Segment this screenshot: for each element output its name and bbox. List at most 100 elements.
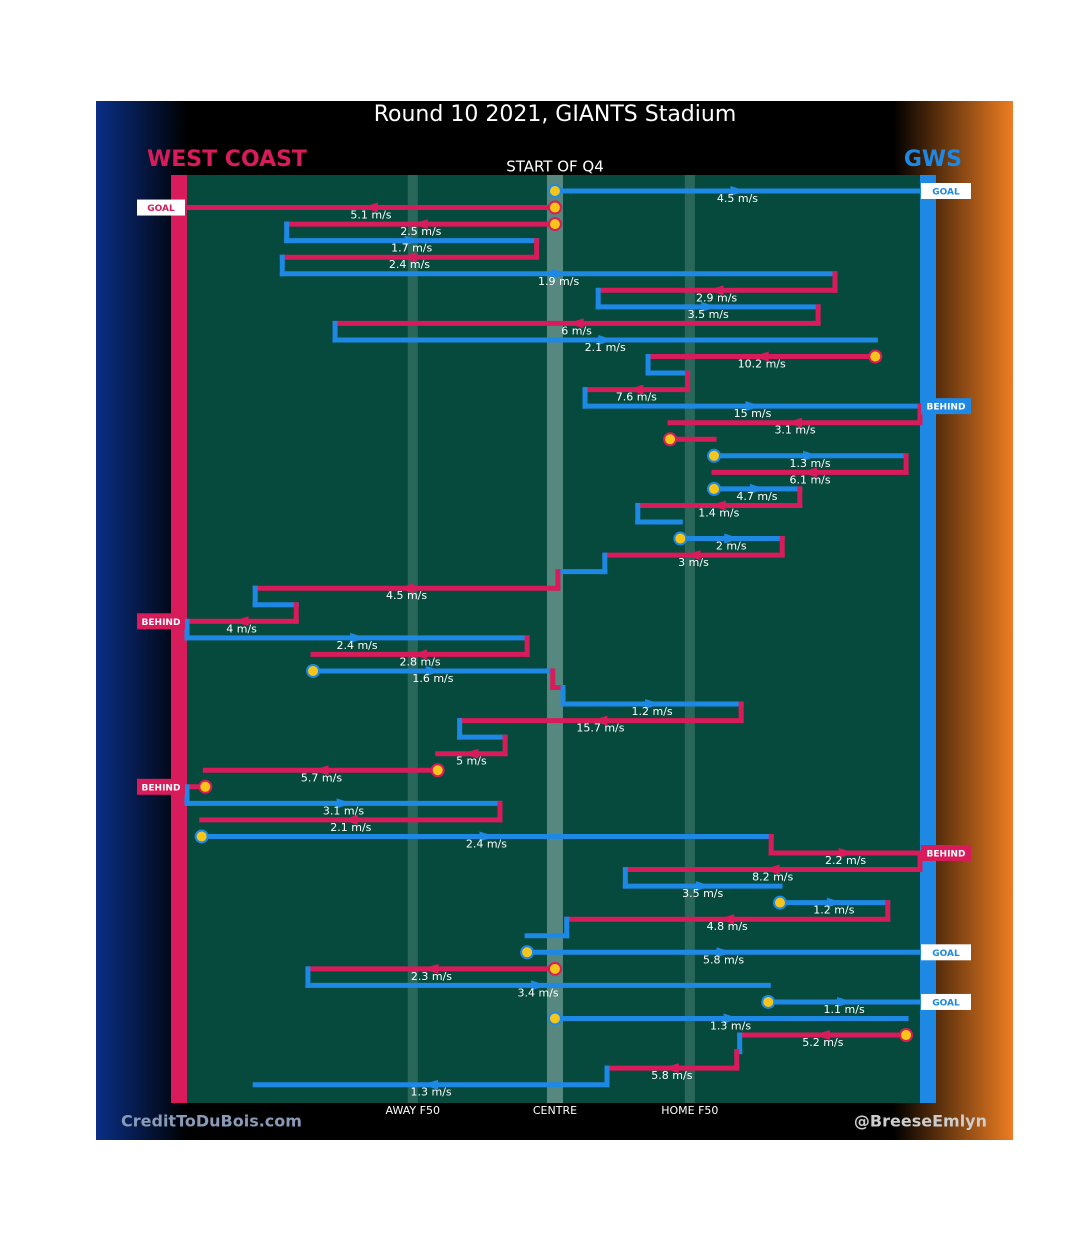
speed-label: 2.4 m/s [389, 258, 430, 271]
left-team: WEST COAST [147, 147, 307, 172]
score-box [921, 993, 971, 1010]
credit: CreditToDuBois.com [121, 1112, 302, 1131]
speed-label: 4.7 m/s [736, 490, 777, 503]
start-marker [772, 895, 787, 910]
score-box [921, 183, 971, 199]
right-team: GWS [904, 147, 962, 172]
direction-arrow [718, 914, 735, 925]
score-box [137, 613, 185, 630]
speed-label: 1.3 m/s [710, 1020, 751, 1033]
start-marker [663, 432, 678, 447]
start-marker [707, 448, 722, 463]
score-box [137, 199, 185, 216]
speed-label: 5.2 m/s [802, 1036, 843, 1049]
start-marker [547, 1011, 562, 1026]
score-label: BEHIND [927, 850, 966, 860]
score-label: BEHIND [927, 403, 966, 413]
speed-label: 2.1 m/s [585, 341, 626, 354]
score-box [137, 778, 185, 795]
direction-arrow [723, 1013, 740, 1024]
subtitle: START OF Q4 [506, 158, 604, 176]
speed-label: 2.4 m/s [336, 639, 377, 652]
speed-label: 2.1 m/s [330, 821, 371, 834]
direction-arrow [567, 318, 584, 329]
direction-arrow [312, 765, 329, 776]
direction-arrow [341, 814, 358, 825]
direction-arrow [786, 417, 803, 428]
speed-label: 6.1 m/s [789, 473, 830, 486]
speed-label: 4.5 m/s [386, 589, 427, 602]
speed-label: 5.1 m/s [350, 209, 391, 222]
speed-label: 15.7 m/s [576, 722, 624, 735]
direction-arrow [350, 632, 367, 643]
speed-label: 6 m/s [561, 324, 592, 337]
speed-label: 8.2 m/s [752, 871, 793, 884]
score-box [921, 845, 971, 861]
direction-arrow [232, 616, 249, 627]
speed-label: 7.6 m/s [616, 391, 657, 404]
direction-arrow [730, 186, 747, 196]
direction-arrow [411, 219, 428, 230]
direction-arrow [684, 550, 701, 561]
score-label: GOAL [932, 949, 960, 959]
direction-arrow [397, 583, 414, 594]
start-marker [520, 945, 535, 960]
start-marker [547, 217, 562, 232]
speed-label: 2.4 m/s [466, 837, 507, 850]
direction-arrow [627, 384, 644, 395]
speed-label: 2.5 m/s [400, 225, 441, 238]
direction-arrow [425, 665, 442, 676]
direction-arrow [801, 467, 818, 478]
start-marker [547, 200, 562, 215]
direction-arrow [591, 715, 608, 726]
direction-arrow [551, 268, 568, 279]
score-box [921, 398, 971, 415]
direction-arrow [701, 301, 718, 312]
direction-arrow [404, 235, 421, 246]
direction-arrow [361, 202, 378, 213]
credit: @BreeseEmlyn [854, 1112, 987, 1131]
direction-arrow [336, 798, 353, 809]
field-label: HOME F50 [661, 1104, 718, 1117]
speed-label: 3.1 m/s [323, 804, 364, 817]
start-marker [547, 961, 562, 976]
start-marker [306, 663, 321, 678]
speed-label: 1.9 m/s [538, 275, 579, 288]
speed-label: 15 m/s [734, 407, 772, 420]
speed-label: 1.6 m/s [412, 672, 453, 685]
speed-label: 2.2 m/s [825, 854, 866, 867]
start-marker [707, 481, 722, 496]
score-label: GOAL [932, 998, 960, 1008]
field-label: AWAY F50 [386, 1104, 440, 1117]
speed-label: 1.7 m/s [391, 242, 432, 255]
score-label: GOAL [932, 188, 960, 198]
field-label: CENTRE [533, 1104, 577, 1117]
speed-label: 3.4 m/s [518, 986, 559, 999]
start-marker [673, 531, 688, 546]
direction-arrow [763, 864, 780, 875]
speed-label: 3.1 m/s [774, 424, 815, 437]
direction-arrow [411, 649, 428, 660]
direction-arrow [462, 748, 479, 759]
start-marker [198, 779, 213, 794]
speed-label: 3 m/s [678, 556, 709, 569]
direction-arrow [837, 996, 854, 1007]
speed-label: 1.4 m/s [698, 506, 739, 519]
direction-arrow [645, 699, 662, 710]
direction-arrow [724, 533, 741, 544]
speed-label: 4.8 m/s [707, 920, 748, 933]
speed-label: 2 m/s [716, 540, 747, 553]
direction-arrow [400, 252, 417, 263]
speed-label: 10.2 m/s [738, 358, 786, 371]
direction-arrow [813, 1030, 830, 1041]
speed-label: 1.2 m/s [632, 705, 673, 718]
start-marker [868, 349, 883, 364]
direction-arrow [838, 848, 855, 858]
start-marker [547, 184, 562, 198]
start-marker [430, 763, 445, 778]
chart-title: Round 10 2021, GIANTS Stadium [374, 102, 737, 127]
speed-label: 5.7 m/s [301, 771, 342, 784]
speed-label: 3.5 m/s [688, 308, 729, 321]
speed-label: 1.1 m/s [824, 1003, 865, 1016]
field-stripe [684, 175, 695, 1103]
